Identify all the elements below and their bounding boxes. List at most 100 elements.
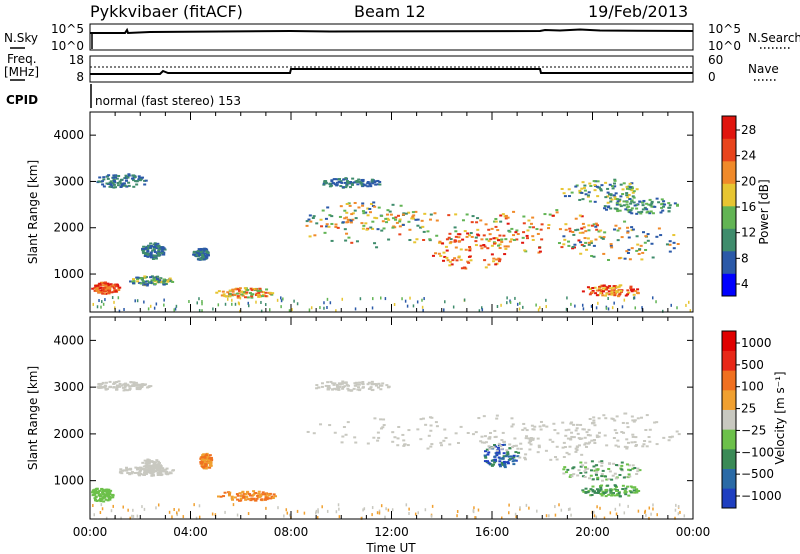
velocity-cell: [236, 494, 240, 497]
power-cell: [414, 218, 418, 221]
power-cell: [477, 234, 481, 237]
power-cell: [448, 232, 452, 235]
velocity-cell: [615, 489, 619, 492]
power-cell: [659, 234, 663, 237]
power-cell: [616, 200, 620, 203]
power-cell: [597, 186, 601, 189]
velocity-cell: [134, 466, 138, 469]
velocity-cell: [102, 500, 106, 503]
velocity-cell: [482, 441, 486, 444]
velocity-cell: [601, 469, 605, 472]
power-cell: [195, 254, 199, 257]
power-cell: [160, 250, 164, 253]
colorbar-segment: [722, 370, 736, 391]
power-cell: [312, 215, 316, 218]
velocity-cell: [548, 438, 552, 441]
power-cell: [672, 247, 676, 250]
velocity-cell: [507, 455, 511, 458]
power-cell: [244, 292, 248, 295]
velocity-cell: [588, 434, 592, 437]
velocity-cell: [610, 417, 614, 420]
power-cell: [651, 212, 655, 215]
velocity-cell: [611, 474, 615, 477]
velocity-cell: [586, 442, 590, 445]
power-cell: [257, 295, 261, 298]
power-ground-cell: [247, 301, 250, 305]
power-cell: [547, 223, 551, 226]
velocity-cell: [536, 451, 540, 454]
power-ground-cell: [605, 306, 608, 310]
power-ground-cell: [500, 303, 502, 307]
power-cell: [320, 225, 324, 228]
power-cell: [437, 252, 441, 255]
power-cell: [595, 228, 599, 231]
velocity-ground-cell: [92, 504, 94, 508]
power-cell: [632, 201, 636, 204]
velocity-cell: [317, 386, 321, 389]
power-cell: [240, 293, 244, 296]
velocity-cell: [153, 461, 157, 464]
power-cell: [350, 241, 354, 244]
velocity-cell: [645, 445, 649, 448]
velocity-cell: [643, 440, 647, 443]
power-cell: [412, 217, 416, 220]
power-ground-cell: [506, 296, 508, 300]
power-cell: [325, 223, 329, 226]
power-cell: [228, 295, 232, 298]
velocity-cell: [575, 449, 579, 452]
velocity-cell: [605, 478, 609, 481]
velocity-cell: [112, 386, 116, 389]
power-cell: [438, 241, 442, 244]
power-cell: [587, 224, 591, 227]
power-cell: [202, 254, 206, 257]
velocity-cell: [101, 490, 105, 493]
power-cell: [152, 245, 156, 248]
velocity-cell: [263, 498, 267, 501]
power-cell: [422, 239, 426, 242]
power-cell: [328, 182, 332, 185]
power-cell: [614, 197, 618, 200]
power-cell: [261, 295, 265, 298]
power-cell: [139, 277, 143, 280]
velocity-ground-cell: [296, 509, 299, 513]
power-ground-cell: [335, 309, 337, 313]
power-cell: [516, 233, 520, 236]
velocity-cell: [496, 446, 500, 449]
power-cell: [650, 200, 654, 203]
power-cell: [668, 243, 672, 246]
power-cell: [94, 284, 98, 287]
power-cell: [132, 174, 136, 177]
velocity-cell: [326, 388, 330, 391]
velocity-ground-cell: [675, 503, 677, 507]
power-cell: [588, 293, 592, 296]
power-cell: [127, 174, 131, 177]
velocity-ground-cell: [176, 513, 178, 517]
power-cell: [241, 294, 245, 297]
power-cell: [470, 221, 474, 224]
power-cell: [102, 286, 106, 289]
velocity-cell: [587, 489, 591, 492]
power-cell: [490, 227, 494, 230]
velocity-cell: [435, 425, 439, 428]
velocity-cell: [349, 389, 353, 392]
velocity-cell: [334, 388, 338, 391]
velocity-cell: [361, 382, 365, 385]
velocity-ground-cell: [554, 505, 556, 509]
power-cell: [101, 290, 105, 293]
power-cell: [606, 206, 610, 209]
velocity-cell: [93, 491, 97, 494]
power-cell: [148, 254, 152, 257]
power-cell: [454, 240, 458, 243]
power-cell: [157, 244, 161, 247]
velocity-ground-cell: [554, 513, 557, 517]
velocity-ground-cell: [417, 511, 419, 515]
power-cell: [659, 211, 663, 214]
velocity-ground-cell: [182, 515, 185, 519]
power-cell: [147, 244, 151, 247]
power-cell: [346, 218, 350, 221]
velocity-cell: [483, 450, 487, 453]
velocity-cell: [519, 442, 523, 445]
power-cell: [326, 206, 330, 209]
